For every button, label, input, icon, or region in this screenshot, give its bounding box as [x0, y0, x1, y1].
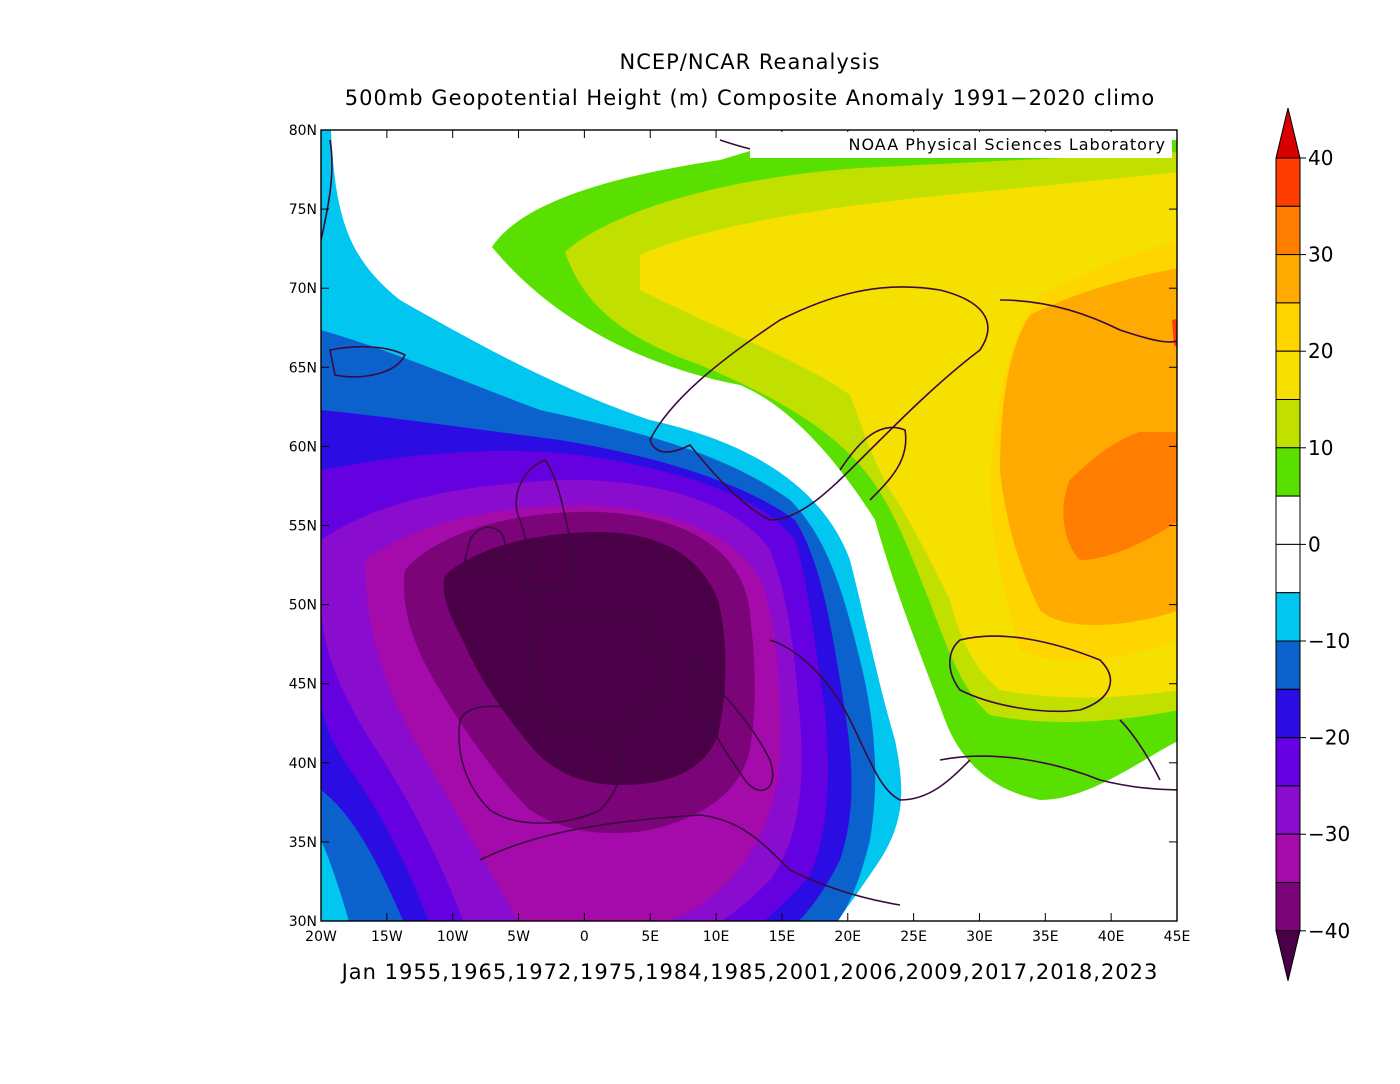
lon-tick-label: 30E: [966, 929, 993, 945]
lon-tick-label: 15E: [769, 929, 796, 945]
coast-ireland: [464, 526, 506, 570]
colorbar-arrow-bottom: [1275, 930, 1301, 981]
lat-tick-label: 65N: [289, 360, 317, 376]
credit-label: NOAA Physical Sciences Laboratory: [750, 132, 1172, 158]
colorbar-label: −20: [1308, 726, 1350, 750]
coast-kola: [999, 299, 1177, 343]
lon-tick-label: 25E: [900, 929, 927, 945]
colorbar-label: 20: [1308, 339, 1333, 363]
lat-tick-label: 35N: [289, 835, 317, 851]
lon-tick-label: 10W: [437, 929, 469, 945]
lat-tick-label: 70N: [289, 281, 317, 297]
colorbar-swatch: [1275, 350, 1301, 401]
colorbar-swatch: [1275, 785, 1301, 835]
colorbar-swatch: [1275, 737, 1301, 787]
coast-iceland: [329, 345, 407, 378]
colorbar-swatch: [1275, 688, 1301, 739]
lat-tick-label: 80N: [289, 123, 317, 139]
colorbar-swatch: [1275, 157, 1301, 207]
coastlines: [321, 139, 1177, 906]
contour-p35: [1172, 318, 1177, 348]
lat-tick-label: 55N: [289, 519, 317, 535]
coast-iberia: [458, 705, 622, 824]
colorbar-label: −30: [1308, 822, 1350, 846]
colorbar-swatch: [1275, 833, 1301, 884]
axis-ticks: 20W 15W 10W 5W 0 5E 10E 15E 20E 25E 30E 35E 40E 45E 30…: [289, 123, 1191, 945]
colorbar-swatch: [1275, 543, 1301, 594]
lon-tick-label: 40E: [1098, 929, 1125, 945]
colorbar-swatch: [1275, 302, 1301, 352]
colorbar-swatch: [1275, 640, 1301, 690]
coast-italy: [688, 657, 774, 792]
colorbar-label: 40: [1308, 146, 1333, 170]
colorbar-label: 30: [1308, 243, 1333, 267]
coast-turkey: [939, 755, 1177, 791]
colorbar-swatch: [1275, 205, 1301, 256]
lon-tick-label: 5W: [507, 929, 530, 945]
lat-tick-label: 75N: [289, 202, 317, 218]
lon-tick-label: 45E: [1164, 929, 1191, 945]
coast-blacksea: [949, 635, 1112, 713]
colorbar-swatch: [1275, 254, 1301, 304]
colorbar-arrow-top: [1275, 107, 1301, 159]
colorbar-swatch: [1275, 447, 1301, 497]
lon-tick-label: 10E: [703, 929, 730, 945]
lat-tick-label: 45N: [289, 677, 317, 693]
lat-tick-label: 50N: [289, 598, 317, 614]
colorbar-swatch: [1275, 592, 1301, 642]
colorbar: 40 30 20 10 0 −10 −20 −30 −40: [1275, 107, 1350, 981]
colorbar-swatch: [1275, 495, 1301, 545]
coast-france: [529, 611, 662, 741]
coast-caspian: [1119, 719, 1161, 781]
chart-title: NCEP/NCAR Reanalysis: [619, 50, 881, 74]
chart-subtitle: 500mb Geopotential Height (m) Composite …: [344, 86, 1156, 110]
colorbar-label: −40: [1308, 919, 1350, 943]
contour-n40: [443, 532, 726, 785]
coast-balkans: [769, 639, 971, 801]
coast-greenland: [321, 139, 333, 241]
colorbar-label: 0: [1308, 532, 1321, 556]
lat-tick-label: 60N: [289, 439, 317, 455]
lon-tick-label: 15W: [371, 929, 403, 945]
lon-tick-label: 0: [580, 929, 589, 945]
composite-dates: Jan 1955,1965,1972,1975,1984,1985,2001,2…: [341, 960, 1159, 984]
contour-p30: [1063, 432, 1177, 560]
colorbar-swatch: [1275, 882, 1301, 932]
anomaly-field: [321, 130, 1177, 921]
colorbar-label: −10: [1308, 629, 1350, 653]
lat-tick-label: 40N: [289, 756, 317, 772]
lon-tick-label: 35E: [1032, 929, 1059, 945]
colorbar-label: 10: [1308, 436, 1333, 460]
coast-britain: [515, 459, 576, 593]
coast-baltic: [839, 426, 907, 501]
lon-tick-label: 20E: [834, 929, 861, 945]
colorbar-swatch: [1275, 399, 1301, 449]
coast-scandinavia: [649, 286, 989, 521]
lon-tick-label: 20W: [305, 929, 337, 945]
lat-tick-label: 30N: [289, 914, 317, 930]
coast-north-africa: [479, 814, 901, 906]
lon-tick-label: 5E: [641, 929, 659, 945]
